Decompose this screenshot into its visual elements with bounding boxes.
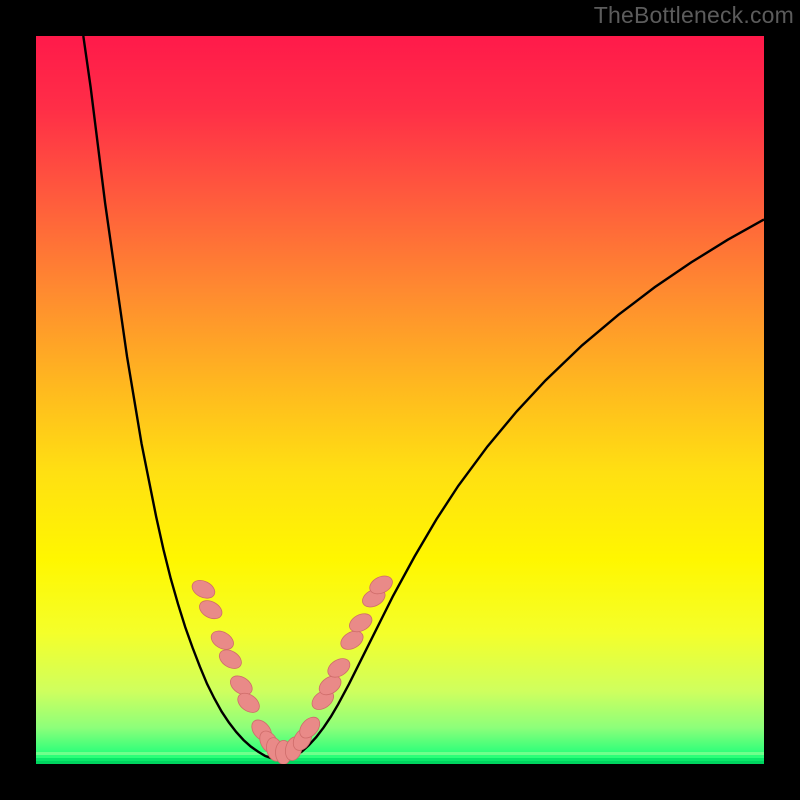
bead — [216, 646, 245, 672]
bead — [196, 597, 225, 622]
right-curve — [280, 219, 764, 760]
watermark-text: TheBottleneck.com — [594, 2, 794, 29]
left-curve — [83, 36, 280, 760]
data-beads — [189, 572, 395, 764]
v-curve-overlay — [36, 36, 764, 764]
chart-stage: TheBottleneck.com — [0, 0, 800, 800]
bead — [189, 577, 218, 602]
bead — [208, 627, 237, 653]
plot-area — [36, 36, 764, 764]
